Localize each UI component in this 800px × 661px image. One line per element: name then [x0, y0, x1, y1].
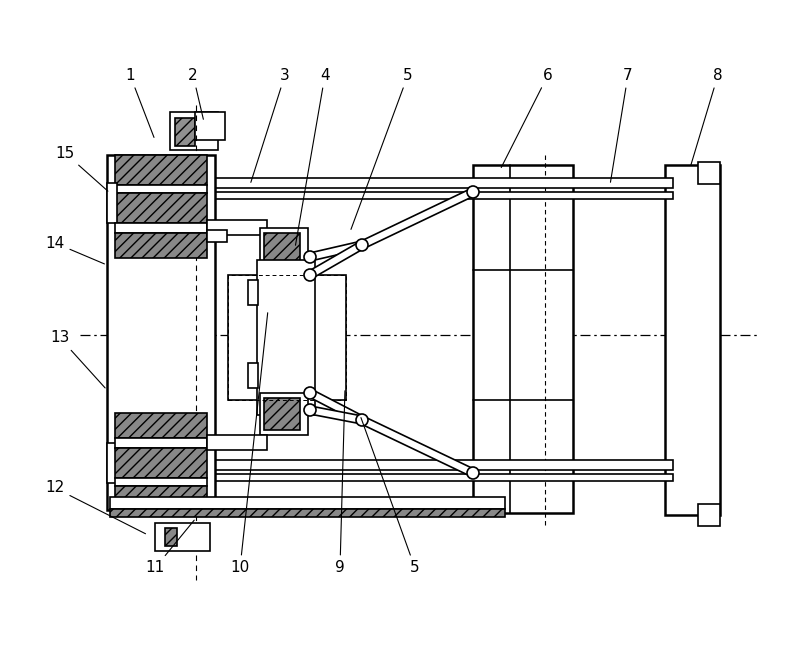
- Bar: [185, 192, 673, 199]
- Text: 8: 8: [691, 67, 723, 165]
- Bar: [264, 398, 300, 430]
- Circle shape: [304, 251, 316, 263]
- Polygon shape: [308, 241, 364, 278]
- Circle shape: [304, 387, 316, 399]
- Text: 3: 3: [251, 67, 290, 182]
- Polygon shape: [360, 188, 474, 249]
- Circle shape: [467, 186, 479, 198]
- Bar: [115, 413, 207, 438]
- Bar: [155, 523, 210, 551]
- Bar: [110, 509, 505, 517]
- Circle shape: [356, 239, 368, 251]
- Bar: [115, 223, 207, 233]
- Bar: [473, 165, 573, 513]
- Bar: [107, 183, 117, 223]
- Bar: [698, 504, 720, 526]
- Polygon shape: [360, 416, 474, 477]
- Polygon shape: [310, 406, 362, 424]
- Text: 5: 5: [351, 67, 413, 229]
- Polygon shape: [309, 241, 363, 261]
- Bar: [195, 112, 225, 140]
- Bar: [110, 497, 505, 509]
- Text: 12: 12: [46, 481, 146, 533]
- Text: 2: 2: [188, 67, 203, 119]
- Bar: [115, 233, 207, 258]
- Text: 1: 1: [125, 67, 154, 137]
- Bar: [185, 474, 673, 481]
- Bar: [115, 155, 207, 185]
- Bar: [115, 486, 207, 510]
- Bar: [257, 260, 315, 415]
- Bar: [260, 228, 308, 270]
- Bar: [665, 165, 720, 515]
- Bar: [228, 275, 346, 400]
- Text: 9: 9: [335, 391, 345, 576]
- Bar: [175, 118, 195, 146]
- Bar: [264, 233, 300, 265]
- Text: 14: 14: [46, 235, 105, 264]
- Bar: [170, 112, 218, 150]
- Text: 13: 13: [50, 330, 105, 388]
- Text: 4: 4: [295, 67, 330, 245]
- Circle shape: [467, 467, 479, 479]
- Bar: [248, 280, 258, 305]
- Bar: [207, 230, 227, 242]
- Bar: [165, 528, 177, 546]
- Text: 7: 7: [610, 67, 633, 182]
- Bar: [115, 448, 207, 478]
- Text: 10: 10: [230, 313, 268, 576]
- Bar: [228, 275, 346, 400]
- Bar: [115, 438, 207, 448]
- Text: 6: 6: [502, 67, 553, 167]
- Bar: [698, 162, 720, 184]
- Circle shape: [356, 414, 368, 426]
- Bar: [248, 363, 258, 388]
- Bar: [185, 460, 673, 470]
- Text: 5: 5: [361, 418, 420, 576]
- Bar: [207, 220, 267, 235]
- Polygon shape: [308, 389, 364, 424]
- Bar: [107, 443, 117, 483]
- Bar: [207, 435, 267, 450]
- Circle shape: [304, 269, 316, 281]
- Bar: [107, 155, 215, 510]
- Bar: [260, 393, 308, 435]
- Bar: [115, 478, 207, 486]
- Bar: [185, 178, 673, 188]
- Bar: [115, 185, 207, 193]
- Bar: [115, 193, 207, 223]
- Text: 15: 15: [55, 145, 108, 191]
- Text: 11: 11: [146, 520, 194, 576]
- Circle shape: [304, 404, 316, 416]
